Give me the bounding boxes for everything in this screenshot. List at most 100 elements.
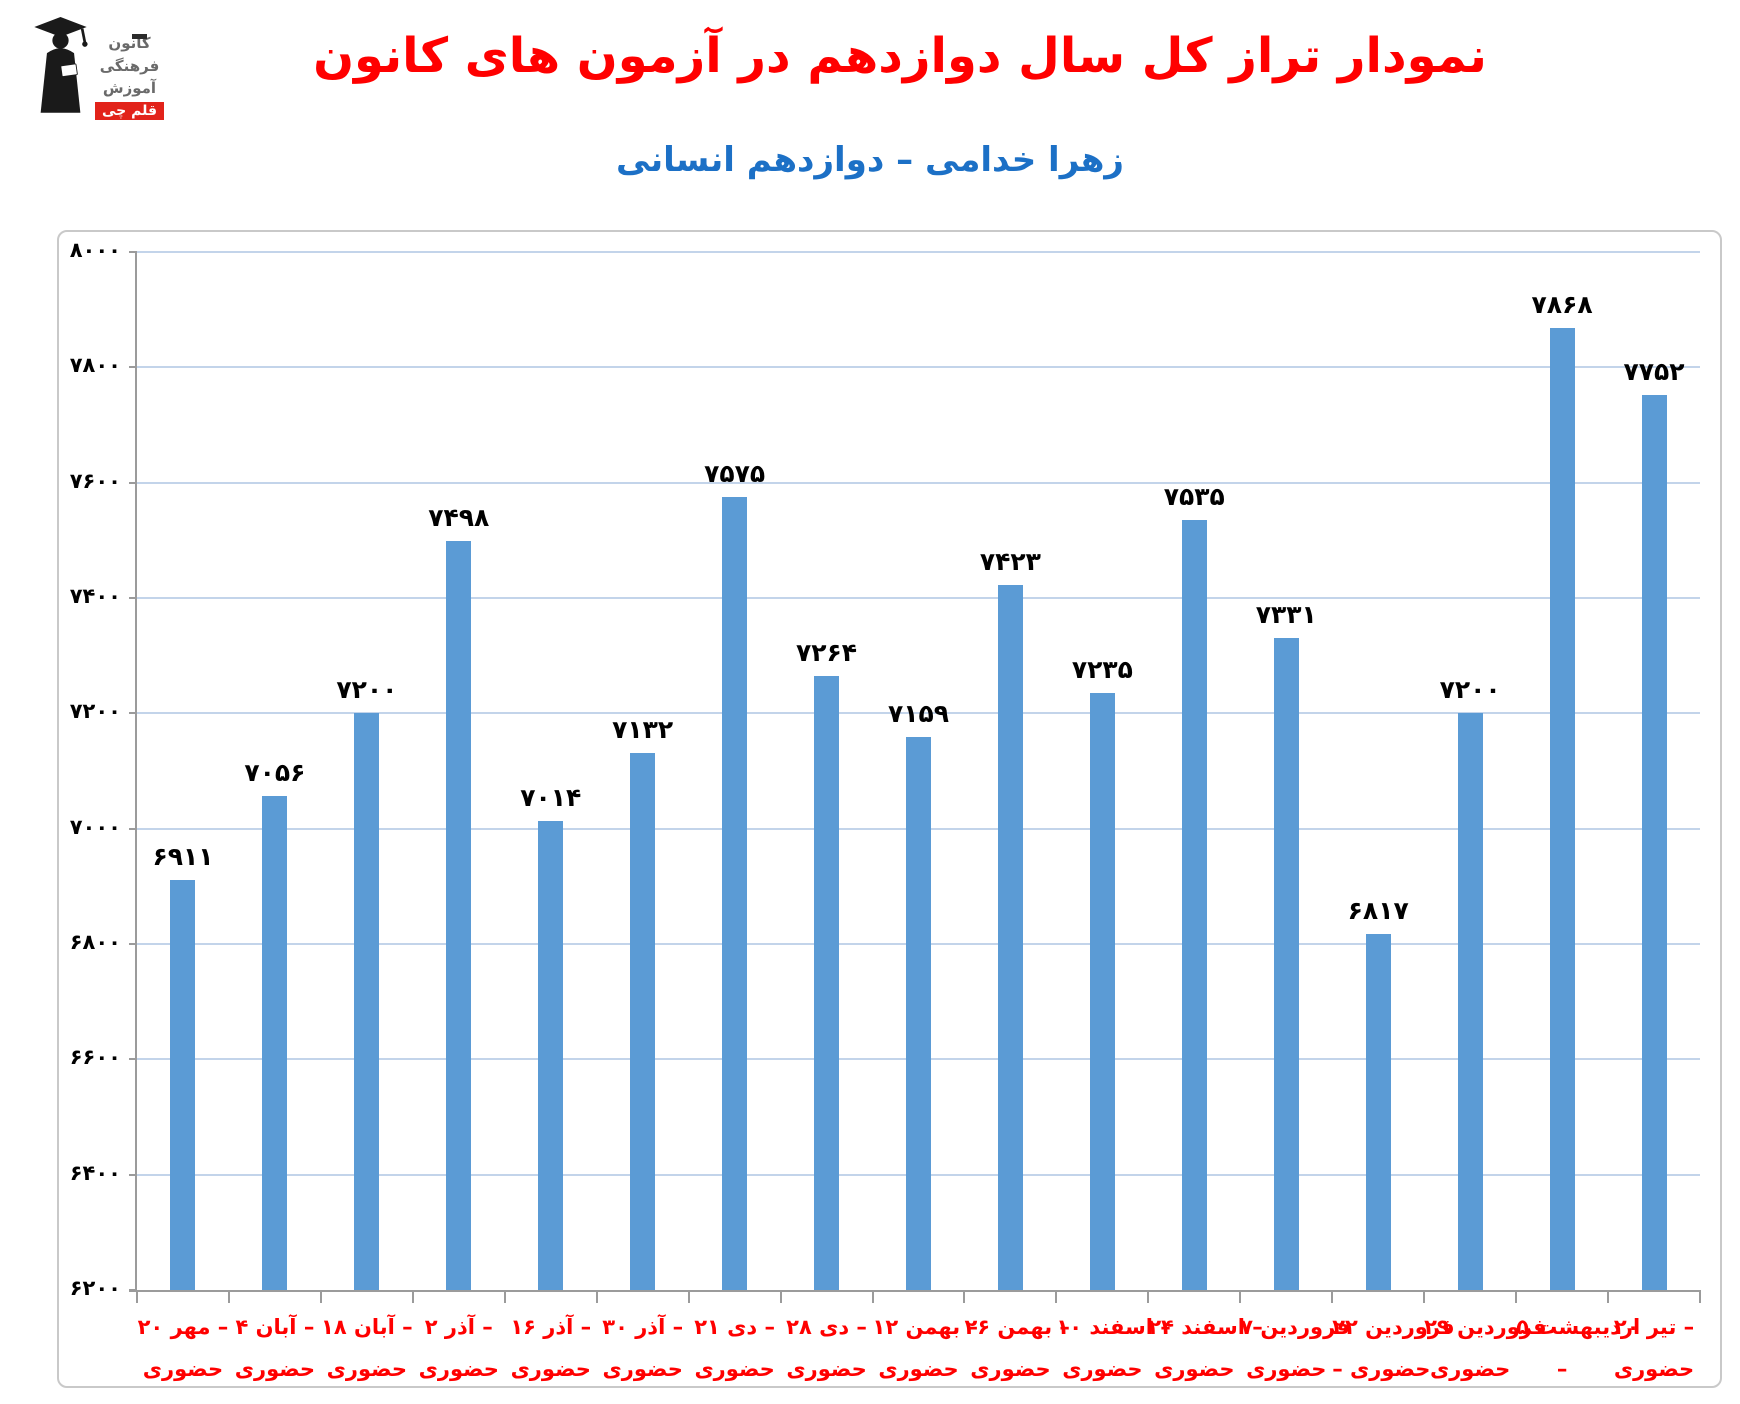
y-axis-tick-label: ۶۶۰۰ — [69, 1045, 121, 1070]
y-axis-tick-label: ۷۴۰۰ — [69, 584, 121, 608]
x-axis-label-line1: ۲۲‎ فروردین — [1332, 1315, 1455, 1339]
x-axis-label: ۱۶‎ آذر‎ – حضوری — [505, 1306, 597, 1390]
bar — [630, 752, 656, 1290]
x-axis-tick — [1423, 1290, 1426, 1303]
graduate-silhouette-icon — [34, 17, 88, 113]
x-axis-tick — [963, 1290, 966, 1303]
bar-value-label: ۷۵۷۵ — [704, 459, 766, 489]
x-axis-label-line2: حضوری — [694, 1357, 775, 1381]
y-axis-tick — [129, 1058, 137, 1061]
x-axis-label-line2: حضوری — [786, 1357, 867, 1381]
x-axis-label-line2: حضوری — [602, 1357, 683, 1381]
bar-value-label: ۷۳۳۱ — [1255, 599, 1317, 629]
x-axis-label: ۲۰‎ مهر‎ – حضوری — [137, 1306, 229, 1390]
x-axis-tick — [319, 1290, 322, 1303]
y-axis-tick — [129, 481, 137, 484]
x-axis-label: ۷‎ فروردین حضوری — [1240, 1306, 1350, 1390]
kanoon-logo: کانون فرهنگی آموزش قلم چی — [28, 6, 164, 126]
x-axis-label-line2: حضوری — [234, 1357, 316, 1381]
x-axis-label: ۱۰‎ اسفند‎ – حضوری — [1056, 1306, 1170, 1390]
bar — [170, 879, 196, 1290]
y-axis-tick — [129, 712, 137, 715]
x-axis-label-line1: ۵‎ اردیبهشت — [1516, 1315, 1641, 1339]
bar — [906, 736, 931, 1290]
gridline — [137, 712, 1700, 715]
x-axis-label: ۲‎ آذر‎ – حضوری — [413, 1306, 505, 1390]
bar-value-label: ۷۲۳۵ — [1071, 655, 1133, 685]
bar — [446, 541, 472, 1290]
bar-value-label: ۷۱۵۹ — [887, 698, 950, 728]
x-axis-tick — [1331, 1290, 1334, 1303]
bar-value-label: ۷۰۵۶ — [244, 758, 306, 788]
x-axis-label-line1: ۱۲‎ بهمن‎ – — [872, 1315, 979, 1339]
x-axis-label-line1: ۲۰‎ تیر‎ – — [1613, 1315, 1695, 1339]
y-axis-line — [135, 252, 137, 1290]
x-axis-label-line2: حضوری — [510, 1357, 591, 1381]
x-axis-label-line1: ۲۶‎ بهمن‎ – — [964, 1315, 1070, 1339]
x-axis-label-line2: حضوری — [1429, 1357, 1511, 1381]
gridline — [137, 251, 1700, 253]
x-axis-label: ۱۲‎ بهمن‎ – حضوری — [872, 1306, 979, 1390]
page-title: نمودار تراز کل سال دوازدهم در آزمون های … — [313, 28, 1487, 84]
y-axis-tick — [129, 366, 137, 369]
bar — [262, 796, 288, 1290]
y-axis-tick-label: ۷۰۰۰ — [69, 814, 121, 839]
x-axis-label: ۲۹‎ فروردین حضوری — [1424, 1306, 1546, 1390]
logo-dash-mark — [132, 34, 147, 39]
bar — [1181, 520, 1207, 1290]
x-axis-line — [129, 1290, 1700, 1292]
bar-value-label: ۷۴۹۸ — [428, 503, 490, 533]
logo-word-amoozesh: آموزش — [102, 79, 157, 97]
y-axis-tick — [129, 1173, 137, 1176]
logo-text-block: کانون فرهنگی آموزش قلم چی — [95, 32, 164, 120]
bar — [1549, 328, 1575, 1290]
chart-frame: ۸۰۰۰ ۷۸۰۰ ۷۶۰۰ ۷۴۰۰ ۷۲۰۰ ۷۰۰۰ ۶۸۰۰ ۶۶۰۰ ۶۴۰۰ ۶۲۰۰… — [57, 230, 1722, 1388]
y-axis-tick — [129, 827, 137, 830]
bar — [354, 713, 380, 1290]
bar-value-label: ۶۸۱۷ — [1347, 896, 1409, 926]
y-axis-tick-label: ۷۲۰۰ — [69, 699, 121, 724]
x-axis-tick — [871, 1290, 874, 1303]
x-axis-label: ۵‎ اردیبهشت – — [1516, 1306, 1641, 1390]
x-axis-label-line2: حضوری — [142, 1357, 224, 1381]
bar — [1273, 637, 1299, 1290]
bar-value-label: ۷۱۳۲ — [612, 714, 674, 744]
bar — [1457, 713, 1483, 1290]
x-axis-tick — [1607, 1290, 1610, 1303]
x-axis-label-line2: حضوری — [1154, 1357, 1235, 1381]
bar-value-label: ۶۹۱۱ — [152, 841, 214, 871]
x-axis-tick — [1515, 1290, 1518, 1303]
bar-value-label: ۷۰۱۴ — [520, 782, 582, 812]
x-axis-label-line2: حضوری — [326, 1357, 408, 1381]
x-axis-label-line1: ۴‎ آبان‎ – — [235, 1315, 315, 1339]
x-axis-label-line1: ۲۴‎ اسفند‎ – — [1148, 1315, 1263, 1339]
x-axis-label: ۲۰‎ تیر‎ – حضوری — [1608, 1306, 1700, 1390]
plot-area: ۸۰۰۰ ۷۸۰۰ ۷۶۰۰ ۷۴۰۰ ۷۲۰۰ ۷۰۰۰ ۶۸۰۰ ۶۶۰۰ ۶۴۰۰ ۶۲۰۰… — [59, 232, 1720, 1386]
x-axis-label: ۲۲‎ فروردین – حضوری — [1332, 1306, 1455, 1390]
bar — [538, 820, 564, 1290]
bar — [997, 584, 1023, 1290]
x-axis-tick — [595, 1290, 598, 1303]
gridline — [137, 481, 1700, 484]
x-axis-label-line2: حضوری — [1613, 1357, 1695, 1381]
x-axis-label: ۳۰‎ آذر‎ – حضوری — [597, 1306, 689, 1390]
bar-value-label: ۷۵۳۵ — [1163, 482, 1225, 512]
y-axis-tick-label: ۶۸۰۰ — [69, 930, 121, 954]
x-axis-label: ۲۱‎ دی‎ – حضوری — [689, 1306, 781, 1390]
x-axis-tick — [687, 1290, 690, 1303]
bar — [1365, 934, 1391, 1290]
x-axis-label-line1: ۷‎ فروردین — [1240, 1315, 1350, 1339]
y-axis-tick — [129, 251, 137, 253]
x-axis-label-line1: ۲۱‎ دی‎ – — [694, 1315, 775, 1339]
x-axis-label-line2: حضوری — [1062, 1357, 1143, 1381]
x-axis-label: ۲۸‎ دی‎ – حضوری — [781, 1306, 873, 1390]
x-axis-label: ۲۴‎ اسفند‎ – حضوری — [1148, 1306, 1263, 1390]
x-axis-tick — [136, 1290, 138, 1303]
x-axis-tick — [1055, 1290, 1058, 1303]
bar — [722, 497, 748, 1290]
page-subtitle: زهرا خدامی – دوازدهم انسانی — [616, 140, 1124, 180]
x-axis-label-line2: حضوری — [878, 1357, 959, 1381]
y-axis-tick-label: ۸۰۰۰ — [69, 238, 121, 262]
gridline — [137, 366, 1700, 369]
x-axis-tick — [227, 1290, 230, 1303]
